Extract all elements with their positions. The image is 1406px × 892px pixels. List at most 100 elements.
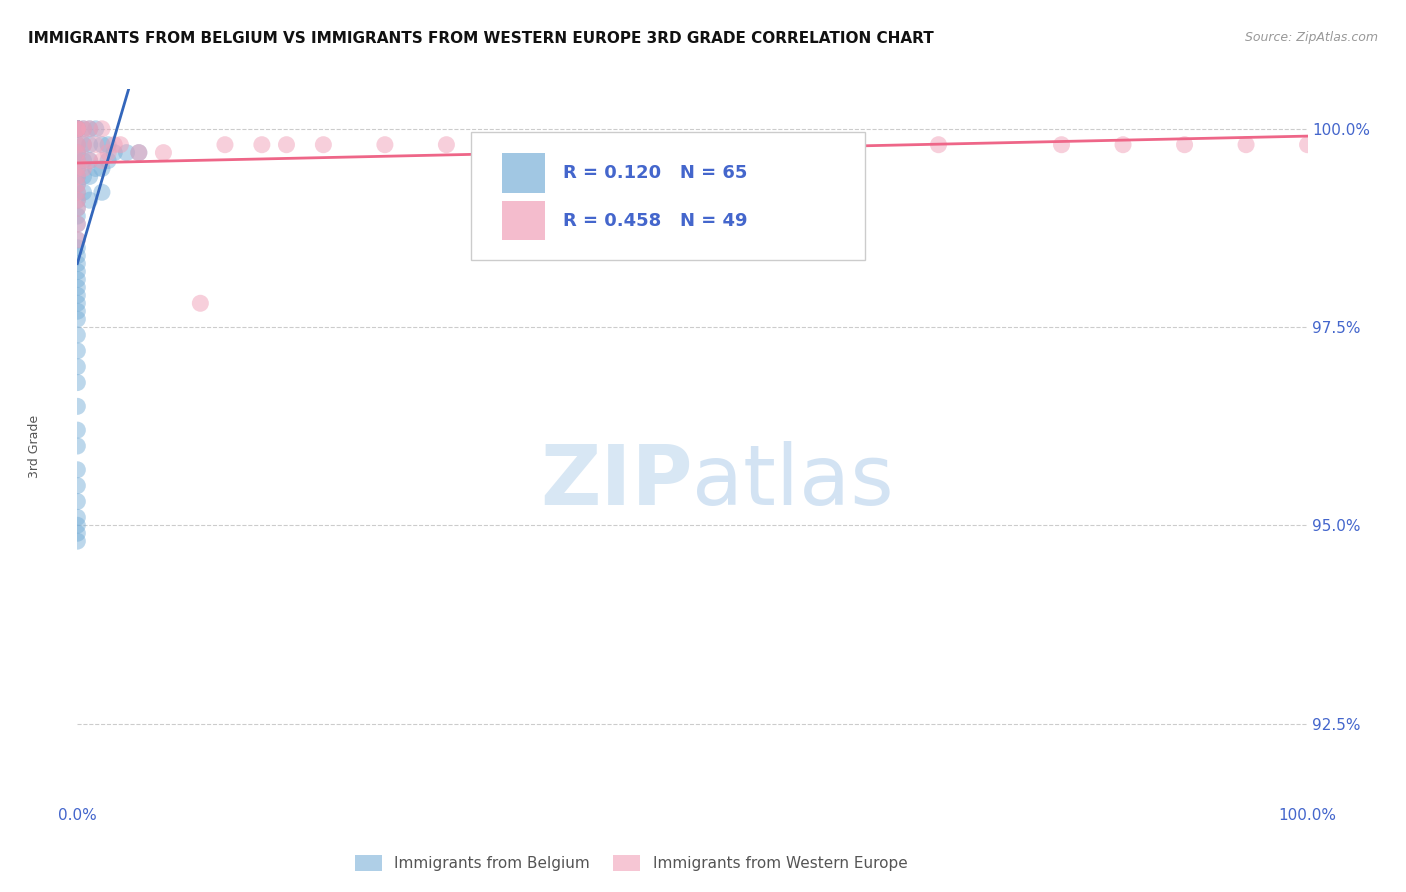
Point [66,121,89,136]
Point [250,137,273,152]
Point [66,439,89,453]
Point [97,145,120,160]
Point [66,121,89,136]
Point [66,121,89,136]
Point [66,121,89,136]
Point [66,288,89,302]
Point [66,121,89,136]
Point [66,534,89,549]
Point [66,121,89,136]
Point [66,359,89,374]
Point [742,137,765,152]
Point [66,376,89,390]
Point [66,145,89,160]
Point [84,161,107,176]
Point [66,494,89,508]
Point [558,137,581,152]
Point [128,145,150,160]
Point [534,137,557,152]
Legend: Immigrants from Belgium, Immigrants from Western Europe: Immigrants from Belgium, Immigrants from… [349,849,914,877]
Point [66,169,89,184]
Point [84,137,107,152]
Point [97,153,120,168]
Point [103,137,125,152]
Point [66,217,89,231]
Point [97,137,120,152]
Point [66,153,89,168]
Point [115,145,138,160]
Bar [502,153,546,193]
Point [66,193,89,207]
Point [657,137,679,152]
Point [682,137,704,152]
Point [496,137,519,152]
Point [66,178,89,192]
Point [66,264,89,278]
Point [66,121,89,136]
Point [66,217,89,231]
Point [1296,137,1319,152]
Point [66,193,89,207]
Point [1112,137,1135,152]
Point [66,343,89,358]
Text: IMMIGRANTS FROM BELGIUM VS IMMIGRANTS FROM WESTERN EUROPE 3RD GRADE CORRELATION : IMMIGRANTS FROM BELGIUM VS IMMIGRANTS FR… [28,31,934,46]
Point [79,193,101,207]
Point [152,145,174,160]
Point [66,137,89,152]
Point [72,121,94,136]
Point [66,186,89,200]
Point [66,257,89,271]
Point [66,137,89,152]
Point [66,121,89,136]
Point [79,153,101,168]
Point [66,304,89,318]
Point [66,201,89,215]
Point [276,137,298,152]
Point [72,137,94,152]
Point [66,233,89,247]
FancyBboxPatch shape [471,132,865,260]
Text: ZIP: ZIP [540,442,693,522]
Point [66,518,89,533]
Point [72,169,94,184]
Point [66,121,89,136]
Point [66,312,89,326]
Point [79,153,101,168]
Point [66,145,89,160]
Point [72,186,94,200]
Point [66,161,89,176]
Point [103,145,125,160]
Text: Source: ZipAtlas.com: Source: ZipAtlas.com [1244,31,1378,45]
Point [72,153,94,168]
Point [66,510,89,524]
Point [72,121,94,136]
Point [66,296,89,310]
Point [79,169,101,184]
Point [66,241,89,255]
Point [66,423,89,437]
Point [90,121,114,136]
Point [1174,137,1197,152]
Point [66,153,89,168]
Point [374,137,396,152]
Point [90,137,114,152]
Point [66,328,89,343]
Text: atlas: atlas [693,442,894,522]
Point [66,161,89,176]
Point [66,178,89,192]
Point [90,161,114,176]
Point [79,121,101,136]
Point [66,186,89,200]
Point [90,153,114,168]
Point [1050,137,1073,152]
Point [312,137,335,152]
Point [128,145,150,160]
Point [66,233,89,247]
Point [66,463,89,477]
Point [66,249,89,263]
Point [804,137,827,152]
Point [66,478,89,492]
Point [66,121,89,136]
Bar [502,202,546,241]
Point [928,137,950,152]
